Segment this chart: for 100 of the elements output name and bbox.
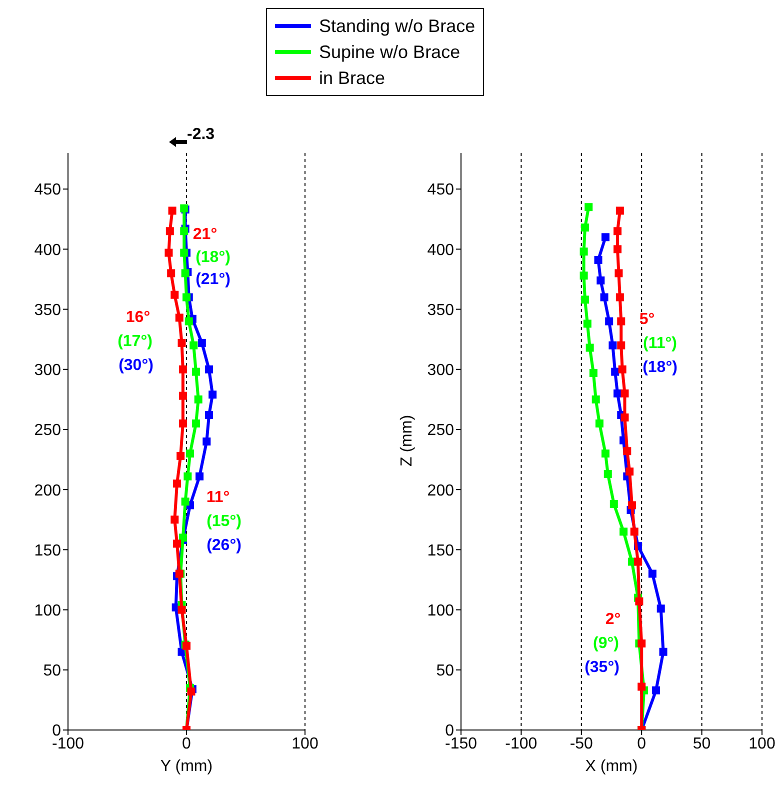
x-axis-title: Y (mm) [160,758,213,775]
point [180,248,188,257]
point [638,639,646,648]
point [634,558,642,566]
point [617,317,626,326]
point [617,341,626,350]
annotation: (17°) [116,332,154,352]
y-tick-label: 250 [34,422,62,440]
x-tick-label: -50 [570,735,594,752]
point [589,368,598,377]
point [170,516,179,524]
point [628,501,636,510]
point [583,320,592,328]
y-tick-label: 450 [427,182,454,199]
y-tick-label: 100 [34,602,62,620]
annotation: 5° [638,310,656,330]
annotation: (26°) [206,536,242,556]
point [178,606,186,614]
point [190,341,198,350]
point [616,206,624,215]
point [178,534,187,542]
point [173,480,182,488]
y-tick-label: 350 [34,302,62,319]
y-tick-label: 450 [34,182,62,199]
point [192,419,200,428]
point [186,450,194,458]
annotation: 2° [604,610,622,630]
annotation: (18°) [194,248,232,268]
y-tick-label: 200 [34,482,62,500]
point [198,338,206,347]
point [595,419,604,428]
point [178,419,187,428]
point [584,203,593,212]
point [170,290,179,299]
point [614,227,622,236]
point [182,293,190,302]
x-tick-label: -150 [444,735,478,752]
point [167,269,176,278]
point [618,365,626,374]
point [196,472,204,480]
annotation: (11°) [642,334,678,354]
point [181,269,190,278]
point [581,224,590,232]
y-tick-label: 400 [427,242,454,259]
annotation: 11° [205,488,231,508]
point [601,450,610,458]
point [648,570,656,578]
point [166,227,174,236]
point [580,272,588,280]
point [605,317,614,326]
x-tick-label: 100 [748,735,776,752]
point [581,296,590,304]
point [620,413,629,422]
point [202,438,211,446]
x-axis-title: X (mm) [585,758,638,775]
x-tick-label: -100 [505,735,538,752]
point [594,256,602,264]
point [178,338,186,347]
point [180,227,188,236]
point [208,390,217,399]
point [194,395,202,404]
y-tick-label: 50 [436,662,454,680]
y-axis-title: Z (mm) [398,414,416,466]
point [187,688,196,696]
point [620,528,628,536]
point [616,293,624,302]
y-tick-label: 100 [427,602,454,620]
annotation: (21°) [194,270,232,290]
point [604,470,612,478]
point [600,293,608,302]
point [205,411,214,420]
point [164,248,173,257]
x-tick-label: 0 [182,735,192,752]
point [178,365,187,374]
annotation: 21° [192,225,218,245]
point [176,452,185,460]
annotation: 16° [124,308,152,328]
x-tick-label: 50 [692,735,711,752]
point [659,648,668,656]
y-tick-label: 50 [43,662,62,680]
point [630,528,638,536]
legend-label: in Brace [319,68,386,88]
point [173,540,182,548]
y-tick-label: 300 [427,362,454,380]
x-tick-label: 100 [292,735,318,752]
point [184,472,192,480]
point [610,500,618,508]
annotation: (15°) [206,512,242,532]
y-tick-label: 350 [427,302,454,319]
point [205,365,214,374]
point [168,206,176,215]
x-tick-label: -100 [52,735,84,752]
point [623,447,632,456]
point [586,344,594,352]
point [611,368,620,376]
y-tick-label: 250 [427,422,454,440]
annotation: (30°) [118,356,154,376]
legend-label: Standing w/o Brace [319,16,476,36]
point [601,233,610,242]
annotation: (9°) [592,634,620,654]
